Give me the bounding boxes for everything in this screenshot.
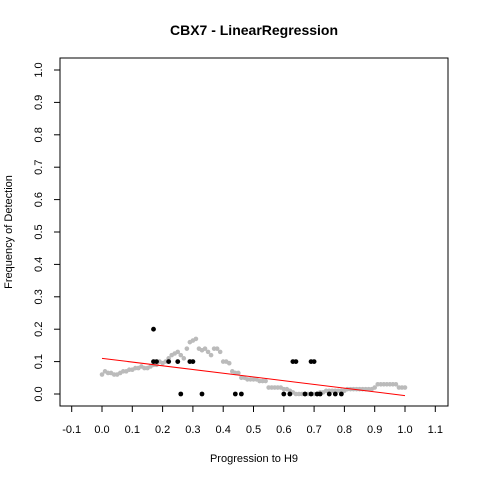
observed-point [238, 391, 244, 397]
chart-title: CBX7 - LinearRegression [170, 22, 338, 38]
x-tick-label: 0.9 [367, 424, 382, 436]
y-tick-label: 0.9 [33, 95, 45, 110]
smoothed-point [393, 381, 399, 387]
observed-point [166, 359, 172, 364]
observed-point [332, 391, 338, 397]
smoothed-point [372, 385, 378, 390]
observed-point [326, 391, 332, 397]
smoothed-point [99, 372, 105, 377]
smoothed-point [263, 378, 268, 384]
observed-point [151, 326, 156, 332]
smoothed-point [184, 346, 190, 351]
smoothed-point [226, 360, 232, 366]
observed-point [175, 359, 181, 364]
smoothed-point [208, 352, 214, 358]
y-tick-label: 0.3 [33, 289, 45, 304]
regression-line [101, 357, 406, 397]
y-tick-label: 0.6 [33, 192, 45, 207]
smoothed-point [214, 346, 220, 351]
x-axis-label: Progression to H9 [210, 453, 298, 465]
observed-point [293, 359, 299, 364]
fit-line-group [101, 357, 406, 397]
observed-point [281, 391, 287, 397]
smoothed-point [217, 349, 223, 355]
x-tick-label: 1.0 [397, 424, 412, 436]
observed-point [302, 391, 308, 397]
y-axis: 0.0 0.1 0.2 0.3 0.4 0.5 0.6 0.7 0.8 0.9 1.0 [33, 62, 60, 402]
smoothed-point [236, 370, 241, 376]
smoothed-point [202, 346, 208, 351]
observed-point [178, 391, 184, 397]
y-axis-label: Frequency of Detection [3, 175, 15, 289]
y-tick-label: 0.0 [33, 386, 45, 401]
smoothed-point [193, 336, 199, 342]
observed-point [287, 391, 293, 397]
observed-point [338, 391, 344, 397]
observed-point [232, 391, 238, 397]
smoothed-point [402, 385, 408, 390]
y-tick-label: 0.4 [33, 257, 45, 272]
y-tick-label: 0.5 [33, 224, 45, 239]
observed-point [311, 359, 317, 364]
x-tick-label: 0.3 [185, 424, 200, 436]
observed-point [199, 391, 205, 397]
y-tick-label: 0.1 [33, 354, 45, 369]
x-tick-label: 1.1 [428, 424, 443, 436]
x-tick-label: 0.6 [276, 424, 291, 436]
y-tick-label: 1.0 [33, 62, 45, 77]
observed-point [154, 359, 159, 364]
x-tick-label: 0.2 [155, 424, 170, 436]
x-tick-label: -0.1 [62, 424, 81, 436]
y-tick-label: 0.2 [33, 322, 45, 337]
observed-point [308, 391, 314, 397]
smoothed-series [99, 336, 408, 397]
x-tick-label: 0.4 [216, 424, 231, 436]
plot-frame [59, 57, 449, 407]
x-tick-label: 0.0 [94, 424, 109, 436]
observed-point [317, 391, 323, 397]
smoothed-point [175, 349, 181, 355]
smoothed-point [178, 352, 184, 358]
y-tick-label: 0.7 [33, 160, 45, 175]
smoothed-point [205, 349, 211, 355]
smoothed-point [181, 356, 187, 361]
x-tick-label: 0.8 [337, 424, 352, 436]
y-tick-label: 0.8 [33, 127, 45, 142]
x-axis: -0.1 0.0 0.1 0.2 0.3 0.4 0.5 0.6 0.7 0.8 0.9 1.0 1.1 [62, 406, 443, 436]
x-tick-label: 0.1 [125, 424, 140, 436]
observed-series [151, 326, 344, 397]
x-tick-label: 0.7 [306, 424, 321, 436]
observed-point [190, 359, 196, 364]
x-tick-label: 0.5 [246, 424, 261, 436]
